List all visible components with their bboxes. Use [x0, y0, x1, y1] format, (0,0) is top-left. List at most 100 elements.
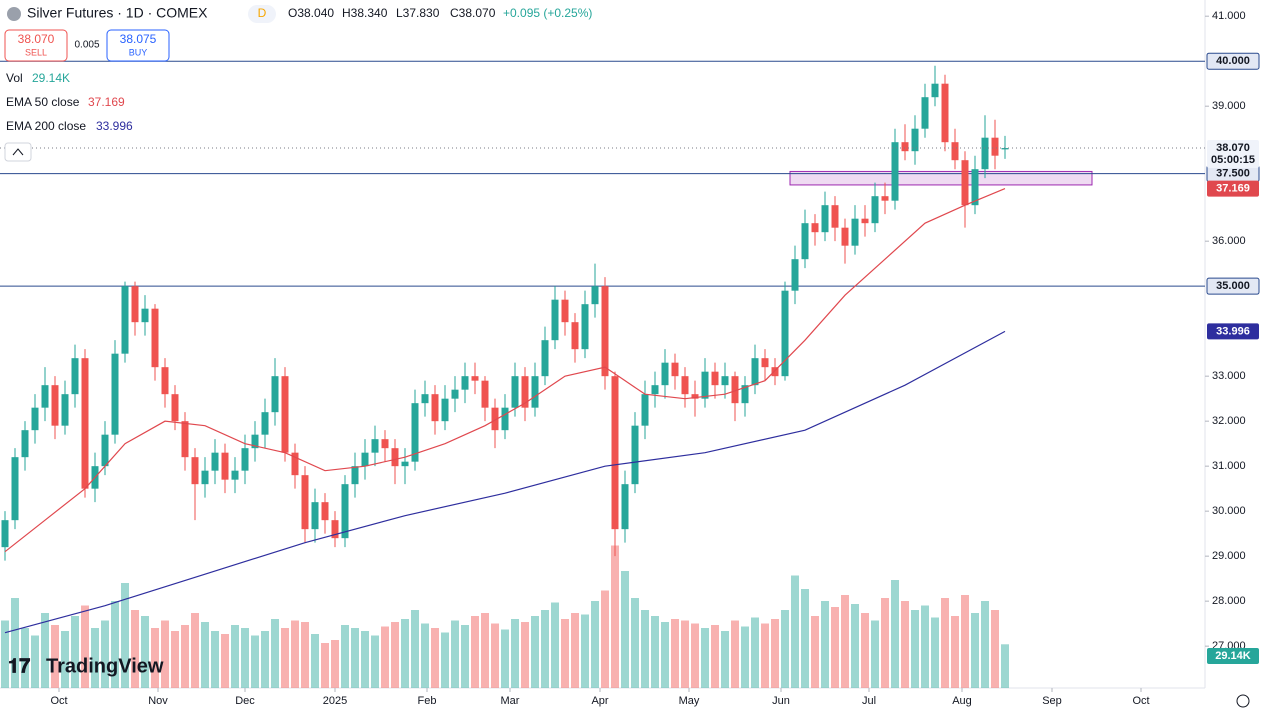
volume-bar: [11, 598, 19, 688]
x-tick-label: Feb: [418, 695, 437, 707]
price-badge-label: 40.000: [1216, 55, 1250, 67]
candle-body: [971, 169, 979, 206]
volume-bar: [941, 598, 949, 688]
volume-bar: [381, 626, 389, 688]
volume-bar: [991, 610, 999, 688]
settings-icon[interactable]: [1236, 694, 1250, 708]
candle-body: [291, 452, 299, 476]
candle-body: [211, 452, 219, 471]
ema-line: [4, 330, 1006, 634]
volume-bar: [931, 617, 939, 688]
candle-body: [431, 394, 439, 422]
volume-bar: [711, 625, 719, 688]
volume-bar: [471, 616, 479, 688]
volume-bar: [61, 631, 69, 688]
x-tick-label: Dec: [235, 695, 255, 707]
volume-bar: [971, 613, 979, 688]
candle-body: [741, 385, 749, 404]
candle-body: [521, 376, 529, 408]
candle-body: [81, 358, 89, 489]
candle-body: [371, 439, 379, 453]
volume-bar: [51, 625, 59, 688]
candle-body: [61, 394, 69, 426]
chevron: [12, 148, 24, 156]
volume-bar: [891, 580, 899, 688]
y-tick-label: 41.000: [1212, 10, 1246, 22]
x-tick-label: Oct: [1132, 695, 1149, 707]
volume-bar: [771, 619, 779, 688]
candle-body: [571, 322, 579, 350]
volume-bar: [611, 545, 619, 688]
volume-bar: [601, 590, 609, 688]
candle-body: [941, 83, 949, 143]
spread: 0.005: [74, 40, 99, 51]
candle-body: [161, 367, 169, 395]
candle-body: [551, 299, 559, 341]
candle-body: [311, 502, 319, 530]
ohlc-low: L37.830: [396, 6, 440, 20]
candle-body: [611, 376, 619, 530]
plot: [0, 60, 1205, 688]
candle-body: [261, 412, 269, 435]
candle-body: [131, 286, 139, 323]
ohlc-high: H38.340: [342, 6, 388, 20]
price-badge: [1207, 140, 1259, 169]
candle-body: [821, 205, 829, 233]
y-tick-label: 39.000: [1212, 100, 1246, 112]
volume-bar: [1, 620, 9, 688]
volume-bar: [981, 601, 989, 688]
volume-bar: [651, 616, 659, 688]
buy-price: 38.075: [120, 32, 157, 46]
buy-label: BUY: [129, 47, 148, 57]
volume-bar: [411, 610, 419, 688]
candle-body: [241, 448, 249, 471]
price-badge-label: 05:00:15: [1211, 154, 1255, 166]
volume-bar: [281, 628, 289, 688]
volume-bar: [691, 623, 699, 688]
y-tick-label: 31.000: [1212, 460, 1246, 472]
candle-body: [481, 380, 489, 408]
candle-body: [921, 97, 929, 129]
candle-body: [781, 290, 789, 377]
candle-body: [691, 394, 699, 399]
candle-body: [1001, 148, 1009, 150]
candle-body: [31, 407, 39, 431]
candle-body: [501, 407, 509, 431]
sell-button[interactable]: [4, 29, 68, 62]
collapse-button[interactable]: [4, 142, 32, 162]
y-tick-label: 36.000: [1212, 235, 1246, 247]
price-badge-label: 33.996: [1216, 325, 1250, 337]
volume-bar: [91, 628, 99, 688]
volume-bar: [841, 595, 849, 688]
candle-body: [601, 286, 609, 377]
volume-bar: [801, 589, 809, 688]
change: +0.095 (+0.25%): [503, 6, 592, 20]
volume-bar: [421, 623, 429, 688]
candle-body: [11, 457, 19, 521]
candle-body: [621, 484, 629, 530]
candle-body: [931, 83, 939, 98]
y-tick-label: 28.000: [1212, 595, 1246, 607]
candle-body: [541, 340, 549, 377]
candle-body: [281, 376, 289, 453]
badge-bg: [248, 5, 276, 23]
buy-button[interactable]: [106, 29, 170, 62]
candle-body: [661, 362, 669, 386]
volume-bar: [511, 619, 519, 688]
x-tick-label: 2025: [323, 695, 347, 707]
candle-body: [591, 286, 599, 305]
volume-bar: [561, 619, 569, 688]
price-badge: [1206, 277, 1260, 295]
candle-body: [441, 398, 449, 422]
volume-bar: [371, 635, 379, 688]
candle-body: [831, 205, 839, 228]
candle-body: [321, 502, 329, 521]
volume-bar: [101, 620, 109, 688]
symbol: Silver Futures · 1D · COMEX: [27, 5, 208, 21]
x-tick-label: Oct: [50, 695, 67, 707]
volume-bar: [191, 613, 199, 688]
volume-bar: [251, 635, 259, 688]
volume-bar: [531, 616, 539, 688]
volume-bar: [781, 610, 789, 688]
